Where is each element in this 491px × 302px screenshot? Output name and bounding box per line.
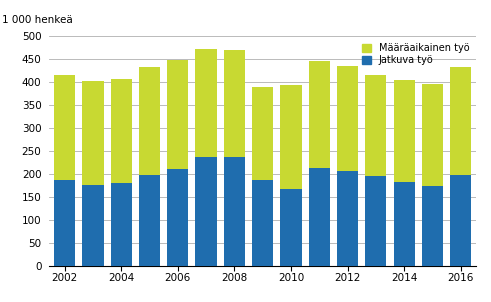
Bar	[337, 66, 358, 171]
Bar	[54, 75, 75, 180]
Bar	[110, 183, 132, 266]
Bar	[82, 185, 104, 266]
Bar	[167, 169, 189, 266]
Bar	[422, 186, 443, 266]
Bar	[54, 180, 75, 266]
Bar	[252, 180, 273, 266]
Bar	[82, 81, 104, 185]
Bar	[450, 175, 471, 266]
Bar	[422, 84, 443, 186]
Text: 1 000 henkeä: 1 000 henkeä	[2, 15, 73, 25]
Bar	[365, 176, 386, 266]
Bar	[309, 169, 330, 266]
Bar	[224, 50, 245, 157]
Bar	[252, 87, 273, 180]
Bar	[110, 79, 132, 183]
Bar	[393, 80, 415, 182]
Bar	[280, 85, 301, 189]
Bar	[139, 175, 160, 266]
Bar	[393, 182, 415, 266]
Bar	[450, 67, 471, 175]
Bar	[195, 49, 217, 157]
Bar	[365, 75, 386, 176]
Bar	[195, 157, 217, 266]
Bar	[167, 60, 189, 169]
Bar	[337, 171, 358, 266]
Bar	[309, 61, 330, 169]
Bar	[224, 157, 245, 266]
Bar	[280, 189, 301, 266]
Bar	[139, 66, 160, 175]
Legend: Määräaikainen työ, Jatkuva työ: Määräaikainen työ, Jatkuva työ	[360, 41, 471, 67]
